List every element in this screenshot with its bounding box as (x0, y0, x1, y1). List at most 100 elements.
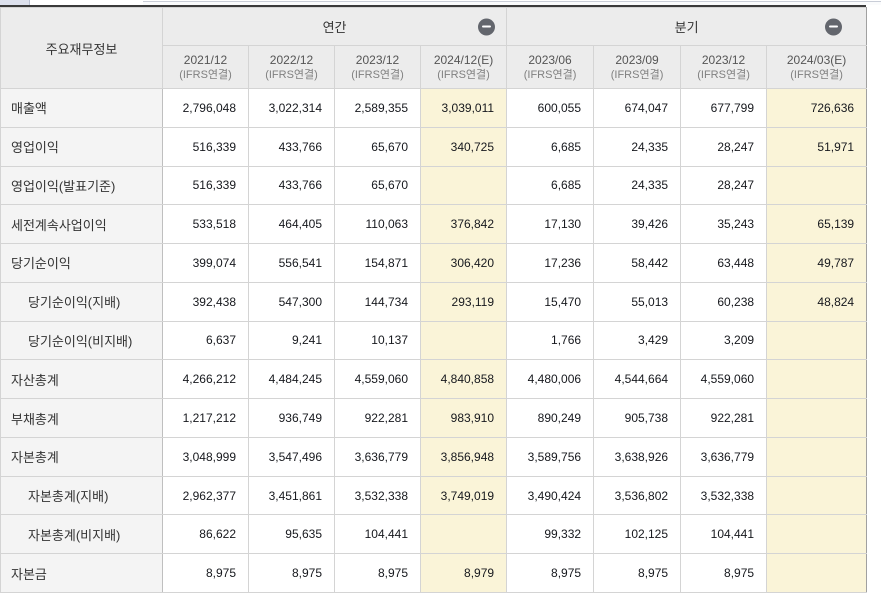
row-label: 자본총계 (0, 436, 163, 477)
cell-value: 8,975 (506, 553, 595, 593)
col-period: 2024/03(E) (786, 53, 847, 67)
col-header-2023-12-q: 2023/12 (IFRS연결) (680, 45, 768, 89)
cell-value (766, 436, 868, 477)
cell-value: 936,749 (248, 398, 335, 438)
cell-value: 726,636 (766, 88, 868, 128)
cell-value: 86,622 (162, 514, 249, 555)
cell-value: 433,766 (248, 165, 335, 206)
cell-value: 516,339 (162, 126, 249, 167)
cell-value: 3,039,011 (419, 88, 508, 128)
group-annual-label: 연간 (322, 20, 347, 35)
row-label: 자산총계 (0, 359, 163, 400)
table-row: 자본총계(비지배) 86,622 95,635 104,441 99,332 102,12… (0, 514, 868, 555)
cell-value: 8,975 (162, 553, 249, 593)
cell-value: 3,536,802 (593, 475, 682, 516)
col-basis: (IFRS연결) (437, 69, 490, 81)
row-label: 세전계속사업이익 (0, 204, 163, 245)
table-row: 부채총계 1,217,212 936,749 922,281 983,910 890,24… (0, 398, 868, 438)
column-header-row: 2021/12 (IFRS연결) 2022/12 (IFRS연결) 2023/1… (1, 45, 868, 89)
cell-value: 306,420 (419, 243, 508, 283)
cell-value (419, 165, 508, 206)
row-label: 자본총계(지배) (0, 475, 163, 516)
row-label: 당기순이익(지배) (0, 281, 163, 322)
col-header-2022-12: 2022/12 (IFRS연결) (248, 45, 335, 89)
cell-value: 677,799 (680, 88, 768, 128)
col-header-2021-12: 2021/12 (IFRS연결) (162, 45, 249, 89)
row-label: 당기순이익(비지배) (0, 320, 163, 361)
financial-summary-table: 주요재무정보 연간 분기 2021/12 (IFRS연결) 2022/12 (I… (0, 5, 868, 593)
cell-value: 293,119 (419, 281, 508, 322)
cell-value: 922,281 (334, 398, 421, 438)
cell-value: 48,824 (766, 281, 868, 322)
table-row: 영업이익 516,339 433,766 65,670 340,725 6,685 24,3… (0, 126, 868, 167)
cell-value: 340,725 (419, 126, 508, 167)
cell-value: 4,484,245 (248, 359, 335, 400)
cell-value: 3,589,756 (506, 436, 595, 477)
row-label: 영업이익(발표기준) (0, 165, 163, 206)
cell-value: 674,047 (593, 88, 682, 128)
group-header-quarterly: 분기 (506, 7, 868, 46)
table-row: 자본총계 3,048,999 3,547,496 3,636,779 3,856,948… (0, 436, 868, 477)
col-header-2023-06: 2023/06 (IFRS연결) (506, 45, 595, 89)
col-header-2024-12e: 2024/12(E) (IFRS연결) (419, 45, 508, 89)
cell-value: 3,429 (593, 320, 682, 361)
cell-value: 8,975 (334, 553, 421, 593)
cell-value: 4,544,664 (593, 359, 682, 400)
cell-value: 6,685 (506, 165, 595, 206)
cell-value: 556,541 (248, 243, 335, 283)
cell-value: 55,013 (593, 281, 682, 322)
col-period: 2022/12 (269, 53, 314, 67)
col-period: 2021/12 (183, 53, 228, 67)
row-label: 매출액 (0, 88, 163, 128)
cell-value: 4,840,858 (419, 359, 508, 400)
collapse-quarterly-minus-circle-icon[interactable] (825, 18, 843, 35)
cell-value (766, 359, 868, 400)
cell-value: 8,979 (419, 553, 508, 593)
table-row: 자산총계 4,266,212 4,484,245 4,559,060 4,840,858… (0, 359, 868, 400)
col-header-2024-03e: 2024/03(E) (IFRS연결) (766, 45, 868, 89)
row-label: 자본금 (0, 553, 163, 593)
cell-value: 3,490,424 (506, 475, 595, 516)
cell-value: 3,856,948 (419, 436, 508, 477)
cell-value: 3,022,314 (248, 88, 335, 128)
cell-value: 154,871 (334, 243, 421, 283)
cell-value: 104,441 (334, 514, 421, 555)
cell-value (766, 398, 868, 438)
cell-value: 95,635 (248, 514, 335, 555)
cell-value: 3,532,338 (680, 475, 768, 516)
cell-value: 8,975 (593, 553, 682, 593)
table-corner-title: 주요재무정보 (0, 7, 163, 89)
cell-value: 104,441 (680, 514, 768, 555)
cell-value: 2,589,355 (334, 88, 421, 128)
cell-value: 433,766 (248, 126, 335, 167)
cell-value: 63,448 (680, 243, 768, 283)
cell-value: 890,249 (506, 398, 595, 438)
table-row: 당기순이익(비지배) 6,637 9,241 10,137 1,766 3,429 3,20… (0, 320, 868, 361)
cell-value: 3,532,338 (334, 475, 421, 516)
cell-value: 464,405 (248, 204, 335, 245)
cell-value: 922,281 (680, 398, 768, 438)
group-quarterly-label: 분기 (674, 20, 699, 35)
cell-value: 376,842 (419, 204, 508, 245)
cell-value: 24,335 (593, 126, 682, 167)
collapse-annual-minus-circle-icon[interactable] (478, 18, 496, 35)
cell-value (766, 320, 868, 361)
cell-value: 2,796,048 (162, 88, 249, 128)
col-basis: (IFRS연결) (697, 69, 750, 81)
cell-value: 65,670 (334, 126, 421, 167)
table-row: 자본금 8,975 8,975 8,975 8,979 8,975 8,975 8,975 (0, 553, 868, 593)
col-basis: (IFRS연결) (351, 69, 404, 81)
row-label: 부채총계 (0, 398, 163, 438)
cell-value: 102,125 (593, 514, 682, 555)
col-period: 2024/12(E) (433, 53, 494, 67)
cell-value: 28,247 (680, 165, 768, 206)
cell-value (766, 553, 868, 593)
table-row: 매출액 2,796,048 3,022,314 2,589,355 3,039,011 6… (0, 88, 868, 128)
cell-value: 3,638,926 (593, 436, 682, 477)
cell-value: 1,766 (506, 320, 595, 361)
cell-value: 4,480,006 (506, 359, 595, 400)
cell-value (766, 475, 868, 516)
table-row: 영업이익(발표기준) 516,339 433,766 65,670 6,685 24,33… (0, 165, 868, 206)
group-header-row: 주요재무정보 연간 분기 (0, 7, 868, 89)
cell-value: 10,137 (334, 320, 421, 361)
